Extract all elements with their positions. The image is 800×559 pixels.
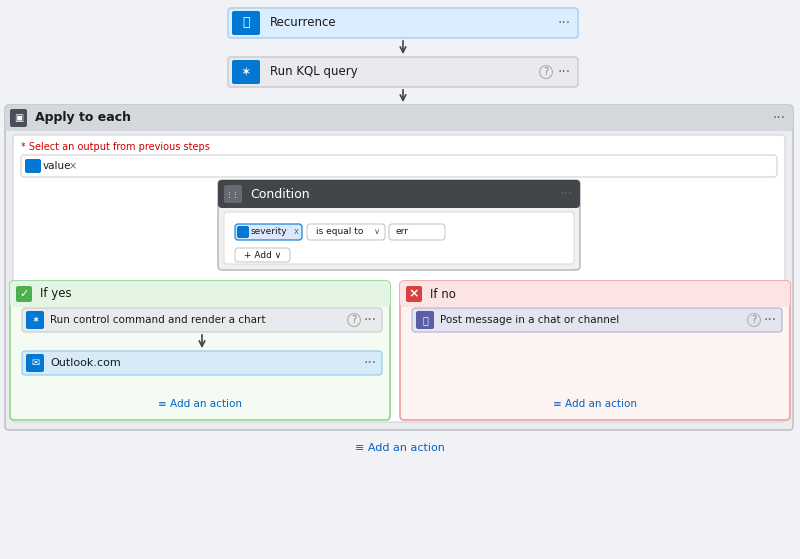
FancyBboxPatch shape (307, 224, 385, 240)
Text: Outlook.com: Outlook.com (50, 358, 121, 368)
Text: Apply to each: Apply to each (35, 111, 131, 125)
FancyBboxPatch shape (26, 354, 44, 372)
FancyBboxPatch shape (400, 281, 790, 420)
Text: err: err (395, 228, 408, 236)
Text: ✶: ✶ (31, 315, 39, 325)
Text: x: x (294, 228, 299, 236)
FancyBboxPatch shape (218, 180, 580, 208)
FancyBboxPatch shape (13, 135, 785, 422)
Text: ×: × (409, 287, 419, 301)
Text: * Select an output from previous steps: * Select an output from previous steps (21, 142, 210, 152)
FancyBboxPatch shape (10, 281, 390, 420)
Text: ≡ Add an action: ≡ Add an action (158, 399, 242, 409)
FancyBboxPatch shape (10, 109, 27, 127)
FancyBboxPatch shape (26, 311, 44, 329)
Text: ···: ··· (558, 65, 570, 79)
FancyBboxPatch shape (10, 281, 390, 307)
Text: ···: ··· (763, 313, 777, 327)
Text: ···: ··· (363, 356, 377, 370)
FancyBboxPatch shape (228, 57, 578, 87)
FancyBboxPatch shape (400, 281, 790, 307)
Text: ≡ Add an action: ≡ Add an action (355, 443, 445, 453)
Text: ···: ··· (559, 187, 573, 201)
Text: ✓: ✓ (19, 289, 29, 299)
Text: ✉: ✉ (31, 358, 39, 368)
Text: Post message in a chat or channel: Post message in a chat or channel (440, 315, 619, 325)
FancyBboxPatch shape (412, 308, 782, 332)
Text: is equal to: is equal to (316, 228, 364, 236)
Text: Run KQL query: Run KQL query (270, 65, 358, 78)
Text: ▣: ▣ (14, 113, 24, 123)
Text: ⧉: ⧉ (422, 315, 428, 325)
FancyBboxPatch shape (237, 226, 249, 238)
FancyBboxPatch shape (5, 105, 793, 430)
Text: + Add ∨: + Add ∨ (244, 250, 281, 259)
Text: If yes: If yes (40, 287, 72, 301)
FancyBboxPatch shape (21, 155, 777, 177)
FancyBboxPatch shape (224, 212, 574, 264)
Text: ···: ··· (558, 16, 570, 30)
FancyBboxPatch shape (16, 286, 32, 302)
FancyBboxPatch shape (22, 351, 382, 375)
FancyBboxPatch shape (218, 180, 580, 270)
FancyBboxPatch shape (5, 105, 793, 131)
Text: ···: ··· (363, 313, 377, 327)
FancyBboxPatch shape (232, 11, 260, 35)
FancyBboxPatch shape (25, 159, 41, 173)
Text: ✶: ✶ (241, 65, 251, 78)
FancyBboxPatch shape (232, 60, 260, 84)
Text: ?: ? (543, 67, 549, 77)
Text: severity: severity (251, 228, 288, 236)
FancyBboxPatch shape (228, 8, 578, 38)
Text: ∨: ∨ (374, 228, 380, 236)
Text: ?: ? (351, 315, 357, 325)
Text: ≡ Add an action: ≡ Add an action (553, 399, 637, 409)
Text: If no: If no (430, 287, 456, 301)
Text: Recurrence: Recurrence (270, 17, 337, 30)
FancyBboxPatch shape (416, 311, 434, 329)
FancyBboxPatch shape (406, 286, 422, 302)
Text: Condition: Condition (250, 187, 310, 201)
FancyBboxPatch shape (235, 248, 290, 262)
Text: ?: ? (751, 315, 757, 325)
FancyBboxPatch shape (235, 224, 302, 240)
Text: ×: × (69, 161, 77, 171)
Text: ⏰: ⏰ (242, 17, 250, 30)
FancyBboxPatch shape (224, 185, 242, 203)
FancyBboxPatch shape (389, 224, 445, 240)
Text: Run control command and render a chart: Run control command and render a chart (50, 315, 266, 325)
Text: value: value (43, 161, 71, 171)
FancyBboxPatch shape (22, 308, 382, 332)
Text: ⋮⋮: ⋮⋮ (226, 191, 240, 197)
Text: ···: ··· (773, 111, 786, 125)
